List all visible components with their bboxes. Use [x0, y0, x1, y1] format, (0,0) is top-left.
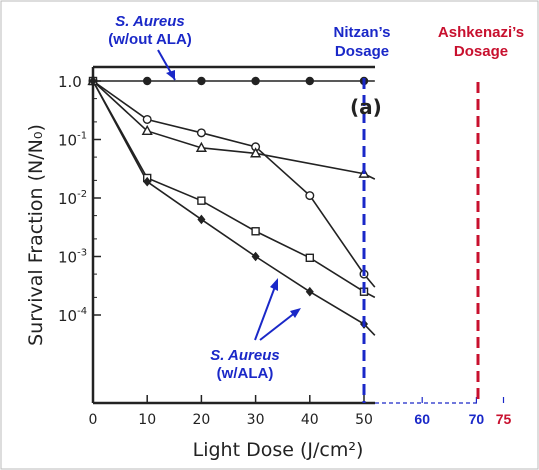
annotation-ala-arrow-up	[254, 283, 277, 341]
y-tick-label-3: 10-3	[58, 248, 87, 267]
marker-triangle-open-1	[141, 124, 153, 136]
annotation-ala-arrow-right	[259, 311, 297, 341]
x-tick-label-40: 40	[301, 412, 319, 428]
annotation-no-ala-line1: S. Aureus	[115, 13, 184, 30]
annotation-ala-arrowhead-right	[290, 308, 301, 318]
series-line-3	[92, 80, 376, 299]
x-tick-label-50: 50	[355, 412, 373, 428]
y-tick-exp-4: -4	[77, 306, 87, 317]
plot-area	[91, 65, 478, 405]
marker-circle-open-4	[305, 191, 315, 201]
panel-label: (a)	[350, 95, 382, 119]
extra-x-tick-label-60: 60	[414, 411, 430, 427]
annotation-no-ala-arrowhead	[166, 70, 175, 80]
y-tick-label-0: 1.0	[58, 73, 82, 91]
y-tick-base-0: 1.0	[58, 73, 82, 91]
marker-diamond-filled-0	[89, 76, 97, 86]
marker-diamond-filled-3	[251, 251, 260, 262]
x-axis-label: Light Dose (J/cm²)	[193, 439, 364, 461]
annotation-ashkenazi-line1: Ashkenazi’s	[438, 24, 524, 41]
annotation-ala-line1: S. Aureus	[210, 347, 279, 364]
x-tick-label-20: 20	[192, 412, 210, 428]
y-tick-exp-2: -2	[77, 189, 87, 200]
extra-x-tick-label-70: 70	[469, 411, 485, 427]
marker-diamond-filled-2	[197, 214, 206, 225]
marker-circle-filled-1	[143, 76, 152, 86]
marker-circle-open-2	[196, 128, 206, 138]
extra-x-tick-label-75: 75	[496, 411, 512, 427]
marker-diamond-filled-4	[305, 286, 314, 297]
marker-diamond-filled-1	[143, 176, 152, 187]
marker-circle-filled-3	[251, 76, 260, 86]
marker-triangle-open-3	[250, 147, 262, 158]
marker-circle-filled-4	[305, 76, 314, 86]
y-tick-base-4: 10	[58, 307, 77, 325]
series-line-2	[92, 80, 376, 180]
annotation-ala-arrowhead-up	[270, 278, 278, 291]
y-tick-base-2: 10	[58, 190, 77, 208]
x-tick-label-0: 0	[89, 412, 98, 428]
x-tick-label-10: 10	[138, 412, 156, 428]
y-tick-base-3: 10	[58, 249, 77, 267]
marker-circle-filled-2	[197, 76, 206, 86]
y-tick-label-1: 10-1	[58, 131, 87, 150]
marker-triangle-open-2	[195, 141, 207, 152]
annotation-no-ala-line2: (w/out ALA)	[108, 31, 192, 48]
y-tick-label-2: 10-2	[58, 189, 87, 208]
marker-square-open-2	[197, 196, 206, 205]
series-markers	[87, 74, 370, 329]
series-line-1	[92, 80, 376, 288]
y-tick-label-4: 10-4	[58, 306, 87, 325]
annotation-nitzan-line2: Dosage	[335, 43, 389, 60]
y-axis-label: Survival Fraction (N/N₀)	[25, 124, 47, 346]
marker-square-open-4	[305, 253, 314, 263]
tick-layer: 0 10 20 30 40 50 60 70 751.010-110-210-310-4	[58, 73, 511, 428]
annotation-ala-line2: (w/ALA)	[217, 365, 274, 382]
y-tick-base-1: 10	[58, 132, 77, 150]
marker-square-open-3	[251, 227, 260, 236]
y-tick-exp-1: -1	[77, 131, 87, 142]
annotation-nitzan-line1: Nitzan’s	[334, 24, 391, 41]
y-tick-exp-3: -3	[77, 248, 87, 259]
marker-circle-open-1	[142, 114, 152, 124]
x-tick-label-30: 30	[247, 412, 265, 428]
series-lines	[92, 80, 376, 336]
annotation-ashkenazi-line2: Dosage	[454, 43, 508, 60]
